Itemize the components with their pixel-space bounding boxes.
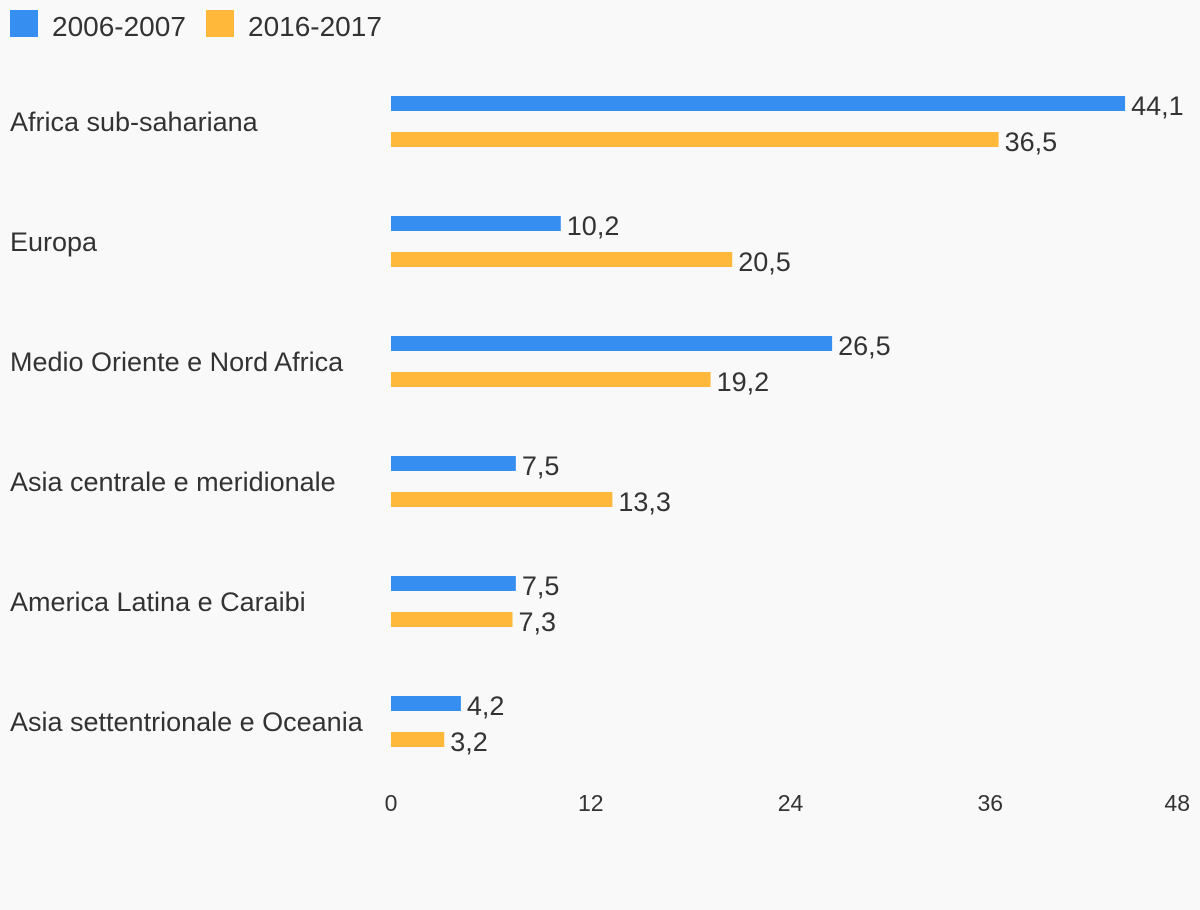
bar-value-label: 3,2: [450, 727, 488, 757]
category-label: Asia settentrionale e Oceania: [10, 707, 364, 737]
bar-series-1: [391, 216, 561, 231]
x-tick-label: 12: [578, 790, 604, 816]
bar-value-label: 7,5: [522, 451, 560, 481]
category-label: Medio Oriente e Nord Africa: [10, 347, 344, 377]
bar-value-label: 26,5: [838, 331, 891, 361]
bar-series-2: [391, 372, 711, 387]
bar-value-label: 44,1: [1131, 91, 1184, 121]
bar-value-label: 10,2: [567, 211, 620, 241]
category-label: America Latina e Caraibi: [10, 587, 306, 617]
bar-value-label: 7,5: [522, 571, 560, 601]
bar-series-2: [391, 252, 733, 267]
bar-value-label: 13,3: [618, 487, 671, 517]
legend-swatch-series-1: [10, 10, 38, 37]
category-label: Europa: [10, 227, 98, 257]
bar-value-label: 20,5: [738, 247, 791, 277]
legend: 2006-2007 2016-2017: [10, 10, 382, 42]
x-tick-label: 36: [977, 790, 1003, 816]
legend-label-series-2: 2016-2017: [248, 11, 382, 42]
bar-value-label: 7,3: [519, 607, 557, 637]
bar-series-2: [391, 732, 445, 747]
x-tick-label: 24: [778, 790, 804, 816]
bar-series-2: [391, 612, 513, 627]
legend-swatch-series-2: [206, 10, 234, 37]
category-label: Africa sub-sahariana: [10, 107, 259, 137]
category-label: Asia centrale e meridionale: [10, 467, 336, 497]
x-axis: 0 12 24 36 48: [385, 790, 1190, 816]
bar-series-1: [391, 96, 1126, 111]
plot-area: Africa sub-sahariana 44,1 36,5 Europa 10,2 20…: [10, 91, 1184, 757]
x-tick-label: 0: [385, 790, 398, 816]
bar-series-1: [391, 696, 461, 711]
bar-value-label: 19,2: [717, 367, 770, 397]
bar-value-label: 4,2: [467, 691, 505, 721]
legend-label-series-1: 2006-2007: [52, 11, 186, 42]
bar-series-2: [391, 132, 999, 147]
bar-series-1: [391, 456, 516, 471]
bar-series-1: [391, 576, 516, 591]
bar-series-2: [391, 492, 613, 507]
x-tick-label: 48: [1164, 790, 1190, 816]
bar-series-1: [391, 336, 833, 351]
bar-value-label: 36,5: [1005, 127, 1058, 157]
